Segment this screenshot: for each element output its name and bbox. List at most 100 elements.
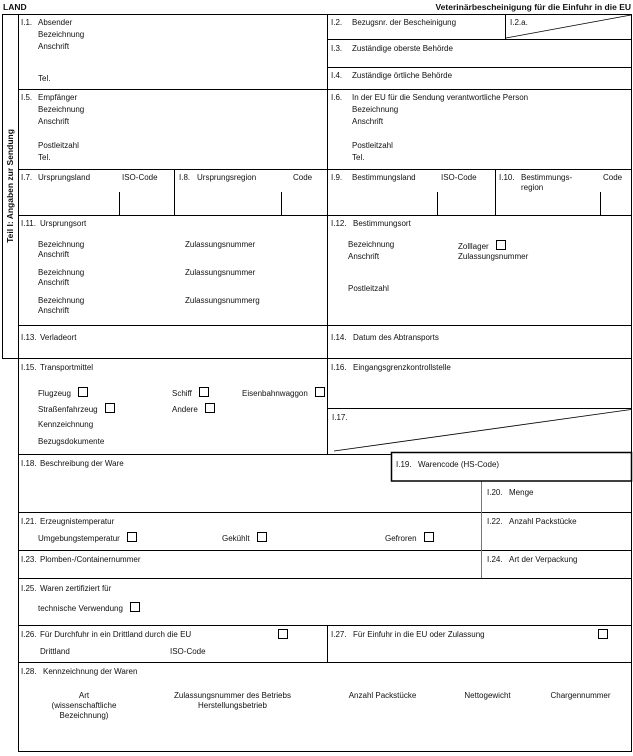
i15-kennzeichnung-label: Kennzeichnung: [38, 420, 94, 429]
field-i27-number: I.27.: [331, 630, 347, 639]
i11-group1-anschrift: Anschrift: [38, 250, 70, 259]
part-one-sidebar: Teil I: Angaben zur Sendung: [2, 14, 18, 358]
field-i15-label: Transportmittel: [40, 363, 94, 372]
field-i2-label: Bezugsnr. der Bescheinigung: [352, 18, 457, 27]
i6-postleitzahl-label: Postleitzahl: [352, 141, 393, 150]
field-i5-label: Empfänger: [38, 93, 78, 102]
field-i23-label: Plomben-/Containernummer: [40, 555, 141, 564]
field-i20-number: I.20.: [487, 488, 503, 497]
field-i6-number: I.6.: [331, 93, 343, 102]
field-i16-number: I.16.: [331, 363, 347, 372]
i28-zul-line1: Zulassungsnummer des Betriebs: [174, 691, 291, 700]
strassenfahrzeug-checkbox[interactable]: [104, 403, 115, 413]
field-i5-number: I.5.: [21, 93, 33, 102]
field-i13-number: I.13.: [21, 333, 37, 342]
technische-verwendung-checkbox[interactable]: [130, 602, 141, 612]
eisenbahnwaggon-checkbox[interactable]: [315, 387, 326, 397]
i11-group2-bezeichnung: Bezeichnung: [38, 268, 85, 277]
field-i18-label: Beschreibung der Ware: [40, 459, 124, 468]
i28-anzahl-label: Anzahl Packstücke: [348, 691, 417, 700]
i5-bezeichnung-label: Bezeichnung: [38, 105, 85, 114]
i12-zolllager-label: Zolllager: [458, 242, 489, 251]
field-i27-label: Für Einfuhr in die EU oder Zulassung: [353, 630, 485, 639]
flugzeug-checkbox[interactable]: [78, 387, 89, 397]
i28-column-nettogewicht: Nettogewicht: [445, 691, 530, 701]
field-i8-number: I.8.: [179, 173, 191, 182]
gefroren-checkbox[interactable]: [423, 532, 434, 542]
i11-group1-zulassungsnummer: Zulassungsnummer: [185, 240, 256, 249]
andere-checkbox[interactable]: [205, 403, 216, 413]
field-i19-label: Warencode (HS-Code): [418, 460, 500, 469]
field-i21-label: Erzeugnistemperatur: [40, 517, 115, 526]
i9-iso-code-label: ISO-Code: [441, 173, 477, 182]
i11-group3-anschrift: Anschrift: [38, 306, 70, 315]
technische-verwendung-label: technische Verwendung: [38, 604, 123, 613]
field-i11-number: I.11.: [21, 219, 36, 228]
i12-anschrift-label: Anschrift: [348, 252, 380, 261]
i28-zul-line2: Herstellungsbetrieb: [198, 701, 267, 710]
field-i7-label: Ursprungsland: [38, 173, 91, 182]
umgebungstemperatur-checkbox[interactable]: [127, 532, 138, 542]
gefroren-option: Gefroren: [385, 532, 434, 544]
andere-label: Andere: [172, 405, 198, 414]
zolllager-checkbox[interactable]: [495, 240, 506, 250]
i12-bezeichnung-label: Bezeichnung: [348, 240, 395, 249]
field-i3-label: Zuständige oberste Behörde: [352, 44, 453, 53]
field-i25-number: I.25.: [21, 584, 37, 593]
durchfuhr-checkbox[interactable]: [278, 629, 288, 639]
i28-charge-label: Chargennummer: [550, 691, 611, 700]
i11-group3-zulassungsnummer: Zulassungsnummerg: [185, 296, 260, 305]
gefroren-label: Gefroren: [385, 534, 417, 543]
field-i20-label: Menge: [509, 488, 534, 497]
gekuehlt-checkbox[interactable]: [256, 532, 267, 542]
field-i1-number: I.1.: [21, 18, 33, 27]
i6-anschrift-label: Anschrift: [352, 117, 384, 126]
field-i19-number: I.19.: [396, 460, 412, 469]
umgebungstemperatur-option: Umgebungstemperatur: [38, 532, 138, 544]
gekuehlt-label: Gekühlt: [222, 534, 250, 543]
strassenfahrzeug-label: Straßenfahrzeug: [38, 405, 98, 414]
field-i10-number: I.10.: [499, 173, 515, 182]
field-i7-number: I.7.: [21, 173, 33, 182]
i11-group1-bezeichnung: Bezeichnung: [38, 240, 85, 249]
field-i8-label: Ursprungsregion: [197, 173, 257, 182]
i11-group3-bezeichnung: Bezeichnung: [38, 296, 85, 305]
country-label: LAND: [3, 2, 27, 12]
field-i10-label-line2: region: [521, 183, 544, 192]
flugzeug-label: Flugzeug: [38, 389, 71, 398]
field-i1-label: Absender: [38, 18, 73, 27]
field-i21-number: I.21.: [21, 517, 37, 526]
i26-drittland-label: Drittland: [40, 647, 70, 656]
flugzeug-option: Flugzeug: [38, 387, 89, 399]
i11-group2-zulassungsnummer: Zulassungsnummer: [185, 268, 256, 277]
i28-netto-label: Nettogewicht: [464, 691, 511, 700]
field-i28-label: Kennzeichnung der Waren: [43, 667, 138, 676]
page-title: Veterinärbescheinigung für die Einfuhr i…: [435, 2, 631, 12]
field-i26-number: I.26.: [21, 630, 37, 639]
technische-verwendung-option: technische Verwendung: [38, 602, 141, 614]
schiff-checkbox[interactable]: [199, 387, 210, 397]
field-i12-number: I.12.: [331, 219, 347, 228]
einfuhr-checkbox[interactable]: [598, 629, 608, 639]
field-i23-number: I.23.: [21, 555, 37, 564]
andere-option: Andere: [172, 403, 216, 415]
i26-iso-code-label: ISO-Code: [170, 647, 206, 656]
i8-code-label: Code: [293, 173, 313, 182]
field-i4-number: I.4.: [331, 71, 343, 80]
schiff-option: Schiff: [172, 387, 210, 399]
i6-bezeichnung-label: Bezeichnung: [352, 105, 399, 114]
i11-group2-anschrift: Anschrift: [38, 278, 70, 287]
field-i24-label: Art der Verpackung: [509, 555, 578, 564]
i28-column-chargennummer: Chargennummer: [533, 691, 628, 701]
field-i11-label: Ursprungsort: [40, 219, 87, 228]
i28-art-line3: Bezeichnung): [59, 711, 109, 720]
field-i22-number: I.22.: [487, 517, 503, 526]
i12-zulassungsnummer-label: Zulassungsnummer: [458, 252, 529, 261]
i5-postleitzahl-label: Postleitzahl: [38, 141, 79, 150]
field-i6-label: In der EU für die Sendung verantwortlich…: [352, 93, 529, 102]
field-i26-label: Für Durchfuhr in ein Drittland durch die…: [40, 630, 192, 639]
field-i14-label: Datum des Abtransports: [353, 333, 439, 342]
strassenfahrzeug-option: Straßenfahrzeug: [38, 403, 115, 415]
